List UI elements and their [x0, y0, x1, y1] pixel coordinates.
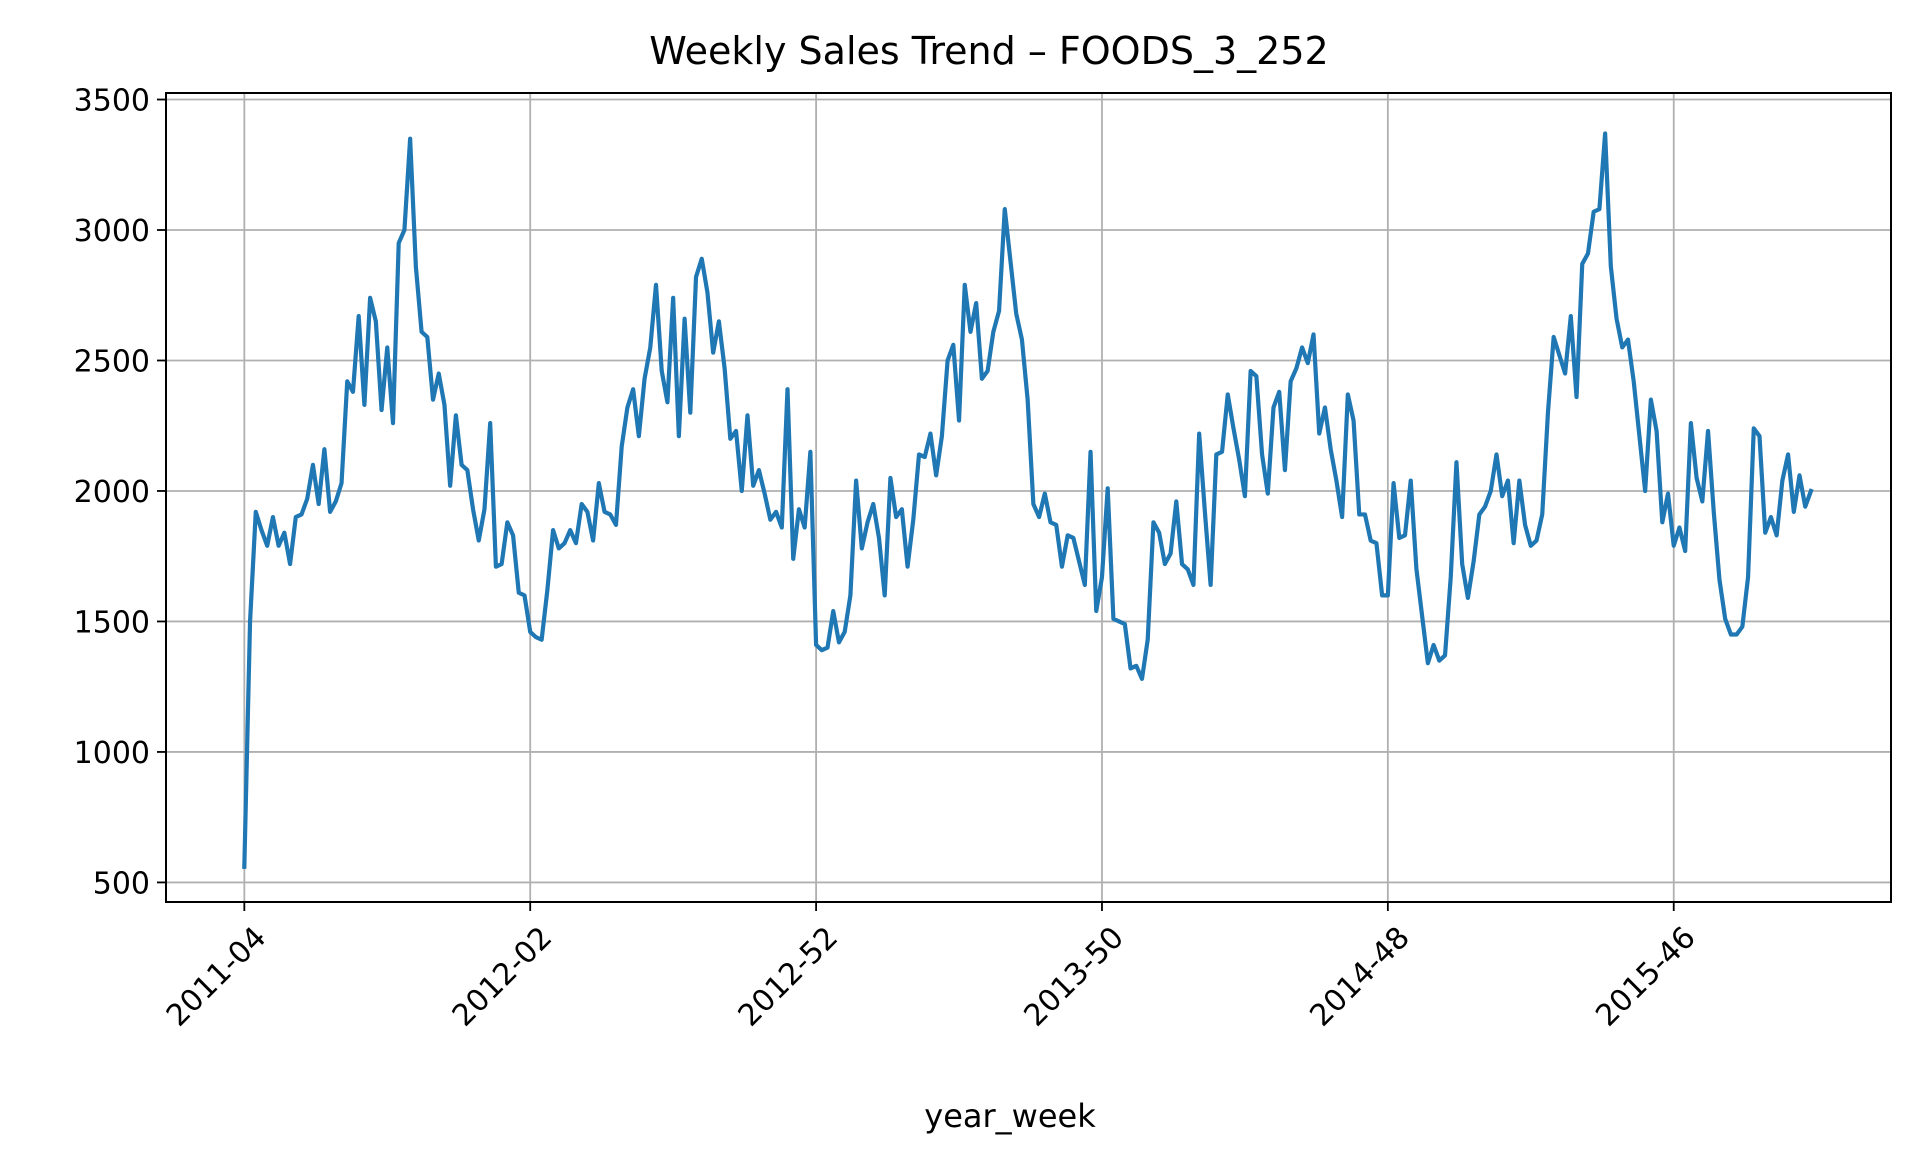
- y-tick-label: 3000: [74, 214, 150, 249]
- y-tick-label: 500: [93, 866, 150, 901]
- x-axis-label: year_week: [924, 1097, 1096, 1135]
- y-tick-label: 2000: [74, 475, 150, 510]
- grid-lines: [166, 93, 1891, 902]
- series-layer: [242, 131, 1814, 869]
- y-tick-label: 1500: [74, 605, 150, 640]
- sales-series-line: [242, 131, 1814, 869]
- y-tick-label: 3500: [74, 84, 150, 119]
- y-tick-label: 2500: [74, 344, 150, 379]
- y-axis-ticks: 500 1000 1500 2000 2500 3000 3500: [74, 84, 166, 901]
- plot-frame: [165, 92, 1892, 903]
- y-tick-label: 1000: [74, 736, 150, 771]
- chart-title: Weekly Sales Trend – FOODS_3_252: [649, 29, 1328, 73]
